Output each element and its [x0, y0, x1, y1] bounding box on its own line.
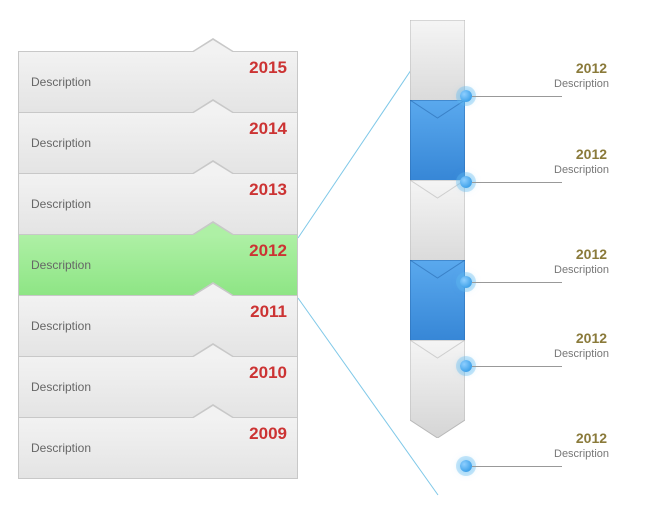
timeline-row-2010: Description 2010	[18, 356, 298, 418]
detail-connector	[472, 282, 562, 283]
detail-connector	[472, 466, 562, 467]
timeline-row-2011: Description 2011	[18, 295, 298, 357]
detail-year: 2012	[554, 330, 609, 346]
detail-text: 2012 Description	[554, 330, 609, 360]
timeline-row-desc: Description	[31, 75, 91, 89]
detail-year: 2012	[554, 430, 609, 446]
detail-text: 2012 Description	[554, 146, 609, 176]
detail-connector	[472, 96, 562, 97]
timeline-row-year: 2013	[249, 180, 287, 200]
left-timeline: Description2015Description2014Descriptio…	[18, 52, 298, 479]
timeline-row-desc: Description	[31, 380, 91, 394]
detail-desc: Description	[554, 448, 609, 460]
detail-text: 2012 Description	[554, 430, 609, 460]
timeline-row-desc: Description	[31, 136, 91, 150]
detail-connector	[472, 366, 562, 367]
detail-text: 2012 Description	[554, 246, 609, 276]
detail-dot-icon	[460, 460, 472, 472]
detail-connector	[472, 182, 562, 183]
timeline-row-2012: Description 2012	[18, 234, 298, 296]
detail-dot-icon	[460, 360, 472, 372]
timeline-row-year: 2011	[250, 302, 287, 322]
timeline-row-2009: Description 2009	[18, 417, 298, 479]
detail-text: 2012 Description	[554, 60, 609, 90]
arrow-segment	[410, 340, 465, 438]
timeline-row-desc: Description	[31, 197, 91, 211]
detail-dot-icon	[460, 90, 472, 102]
timeline-row-desc: Description	[31, 319, 91, 333]
timeline-row-2013: Description 2013	[18, 173, 298, 235]
timeline-row-desc: Description	[31, 441, 91, 455]
timeline-row-year: 2012	[249, 241, 287, 261]
timeline-row-year: 2014	[249, 119, 287, 139]
timeline-row-desc: Description	[31, 258, 91, 272]
detail-dot-icon	[460, 276, 472, 288]
timeline-row-year: 2015	[249, 58, 287, 78]
timeline-row-2014: Description 2014	[18, 112, 298, 174]
detail-dot-icon	[460, 176, 472, 188]
arrow-column	[410, 20, 465, 500]
detail-year: 2012	[554, 246, 609, 262]
detail-desc: Description	[554, 264, 609, 276]
detail-desc: Description	[554, 348, 609, 360]
detail-desc: Description	[554, 164, 609, 176]
detail-desc: Description	[554, 78, 609, 90]
timeline-row-year: 2009	[249, 424, 287, 444]
detail-year: 2012	[554, 60, 609, 76]
timeline-row-year: 2010	[249, 363, 287, 383]
timeline-row-2015: Description 2015	[18, 51, 298, 113]
detail-year: 2012	[554, 146, 609, 162]
